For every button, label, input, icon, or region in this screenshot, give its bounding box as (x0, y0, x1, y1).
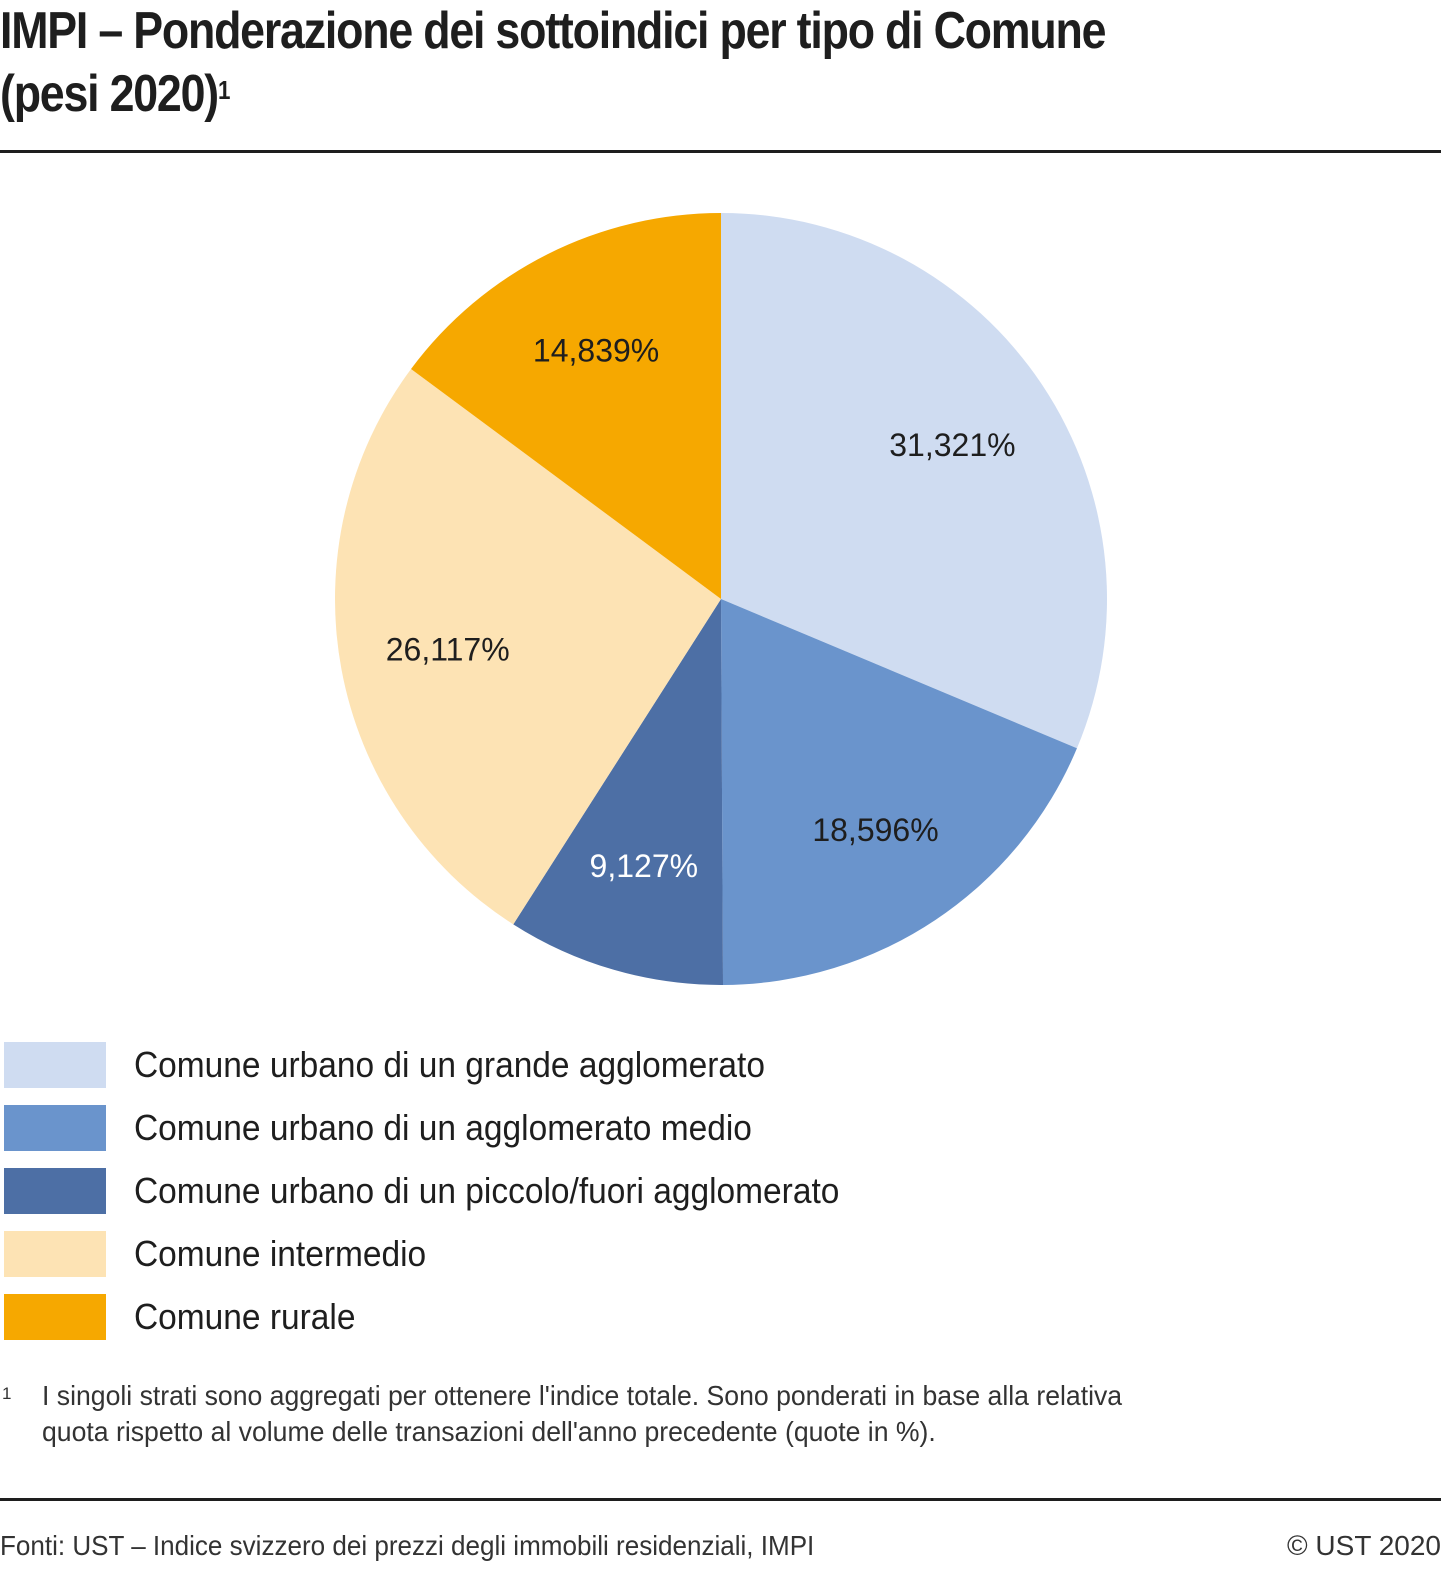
pie-slice-comune-urbano-di-un-piccolo-fuori-agglomerato (513, 599, 724, 985)
pie-slices (334, 213, 1107, 985)
chart-title-line1: IMPI – Ponderazione dei sottoindici per … (0, 2, 1106, 60)
legend-item: Comune urbano di un agglomerato medio (4, 1096, 892, 1159)
footnote-line1: I singoli strati sono aggregati per otte… (42, 1380, 1123, 1411)
legend-item: Comune rurale (4, 1285, 892, 1348)
chart-title-line2: (pesi 2020)1 (0, 63, 1247, 126)
legend-swatch (4, 1104, 106, 1151)
top-divider (0, 150, 1441, 153)
pie-slice-comune-urbano-di-un-grande-agglomerato (721, 213, 1107, 749)
legend-item: Comune intermedio (4, 1222, 892, 1285)
chart-title: IMPI – Ponderazione dei sottoindici per … (0, 0, 1247, 126)
legend-label: Comune urbano di un agglomerato medio (134, 1106, 752, 1148)
legend-label: Comune rurale (134, 1295, 356, 1337)
chart-title-line2-text: (pesi 2020) (0, 65, 219, 123)
bottom-divider (0, 1498, 1441, 1501)
pie-slice-comune-rurale (411, 213, 721, 599)
source-text: Fonti: UST – Indice svizzero dei prezzi … (0, 1530, 815, 1561)
copyright-text: © UST 2020 (1287, 1530, 1441, 1561)
footnote: 1 I singoli strati sono aggregati per ot… (0, 1378, 1440, 1450)
legend-label: Comune intermedio (134, 1232, 427, 1274)
legend-swatch (4, 1167, 106, 1214)
legend-item: Comune urbano di un piccolo/fuori agglom… (4, 1159, 892, 1222)
legend: Comune urbano di un grande agglomerato C… (4, 1033, 892, 1348)
data-label-comune-urbano-di-un-piccolo-fuori-agglomerato: 9,127% (590, 848, 699, 884)
data-label-comune-intermedio: 26,117% (386, 631, 510, 667)
pie-labels: 31,321% 18,596% 9,127% 26,117% 14,839% (386, 333, 1016, 884)
pie-chart: 31,321% 18,596% 9,127% 26,117% 14,839% (334, 213, 1107, 985)
pie-slice-comune-urbano-di-un-agglomerato-medio (721, 599, 1077, 985)
data-label-comune-urbano-di-un-agglomerato-medio: 18,596% (812, 812, 938, 848)
legend-item: Comune urbano di un grande agglomerato (4, 1033, 892, 1096)
pie-slice-comune-intermedio (334, 368, 721, 925)
footnote-number: 1 (2, 1384, 12, 1403)
footnote-reference: 1 (217, 75, 230, 105)
data-label-comune-rurale: 14,839% (533, 333, 659, 369)
data-label-comune-urbano-di-un-grande-agglomerato: 31,321% (889, 427, 1015, 463)
legend-label: Comune urbano di un piccolo/fuori agglom… (134, 1169, 840, 1211)
legend-swatch (4, 1041, 106, 1088)
legend-swatch (4, 1293, 106, 1340)
footnote-line2: quota rispetto al volume delle transazio… (42, 1416, 936, 1447)
legend-swatch (4, 1230, 106, 1277)
legend-label: Comune urbano di un grande agglomerato (134, 1043, 765, 1085)
